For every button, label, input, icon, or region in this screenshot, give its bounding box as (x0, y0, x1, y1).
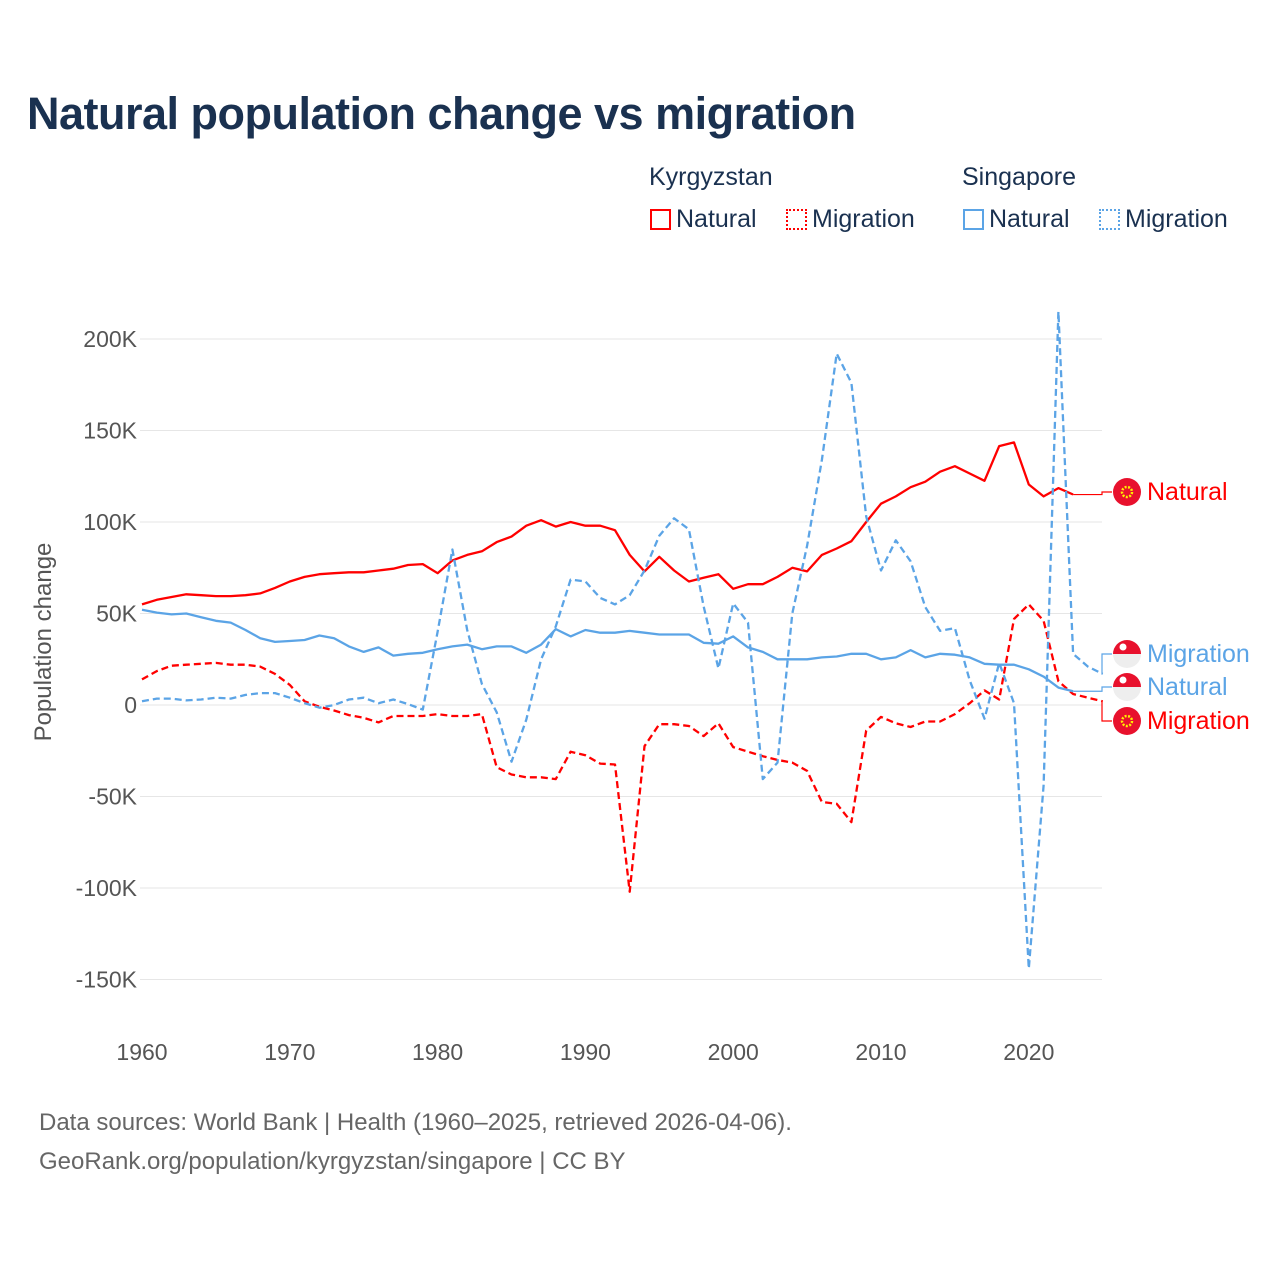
flag-red-band (1113, 640, 1141, 654)
singapore-flag-icon (1113, 673, 1141, 701)
flag-crescent (1119, 676, 1127, 684)
x-tick-label: 1980 (412, 1039, 463, 1065)
series-end-label: Natural (1147, 673, 1228, 701)
y-tick-label: 200K (83, 326, 137, 352)
label-connector (1101, 700, 1112, 722)
y-axis-label: Population change (30, 543, 57, 742)
x-tick-label: 2000 (708, 1039, 759, 1065)
flag-background (1113, 478, 1141, 506)
legend-kyrgyzstan-natural[interactable]: Natural (650, 205, 757, 234)
y-tick-label: 150K (83, 418, 137, 444)
footer-attribution: GeoRank.org/population/kyrgyzstan/singap… (39, 1148, 626, 1175)
label-connector (1101, 653, 1112, 675)
kyrgyzstan-flag-icon (1113, 707, 1141, 735)
legend-swatch-dotted-icon (786, 209, 807, 230)
kyrgyzstan-flag-icon (1113, 478, 1141, 506)
flag-white-band (1113, 687, 1141, 701)
chart-title: Natural population change vs migration (27, 88, 856, 139)
x-tick-label: 1970 (264, 1039, 315, 1065)
y-tick-label: -150K (76, 967, 138, 993)
y-tick-label: 50K (96, 601, 138, 627)
footer-sources: Data sources: World Bank | Health (1960–… (39, 1109, 792, 1136)
y-tick-label: 0 (124, 692, 137, 718)
flag-white-band (1113, 654, 1141, 668)
flag-background (1113, 707, 1141, 735)
series-end-label: Migration (1147, 640, 1250, 668)
singapore-flag-icon (1113, 640, 1141, 668)
legend-label: Natural (676, 205, 757, 233)
legend-singapore-natural[interactable]: Natural (963, 205, 1070, 234)
label-connector (1073, 491, 1112, 496)
series-end-label: Natural (1147, 478, 1228, 506)
series-line-kyrgyzstan-migration (141, 603, 1103, 893)
legend-label: Migration (812, 205, 915, 233)
legend-kyrgyzstan-migration[interactable]: Migration (786, 205, 915, 234)
series-line-kyrgyzstan-natural (141, 441, 1074, 606)
x-tick-label: 1960 (116, 1039, 167, 1065)
x-tick-label: 2010 (855, 1039, 906, 1065)
legend-label: Natural (989, 205, 1070, 233)
flag-red-band (1113, 673, 1141, 687)
x-tick-label: 1990 (560, 1039, 611, 1065)
y-tick-label: -100K (76, 875, 138, 901)
legend-swatch-solid-icon (963, 209, 984, 230)
flag-sun (1120, 485, 1134, 499)
flag-sun (1120, 714, 1134, 728)
legend-singapore-migration[interactable]: Migration (1099, 205, 1228, 234)
series-line-singapore-natural (141, 608, 1074, 693)
legend-swatch-dotted-icon (1099, 209, 1120, 230)
legend-label: Migration (1125, 205, 1228, 233)
legend-group-singapore: Singapore (962, 163, 1076, 191)
series-line-singapore-migration (141, 310, 1104, 970)
flag-crescent (1119, 643, 1127, 651)
legend-swatch-solid-icon (650, 209, 671, 230)
y-tick-label: 100K (83, 509, 137, 535)
label-connector (1073, 686, 1112, 692)
series-end-label: Migration (1147, 707, 1250, 735)
legend-group-kyrgyzstan: Kyrgyzstan (649, 163, 773, 191)
x-tick-label: 2020 (1003, 1039, 1054, 1065)
y-tick-label: -50K (88, 784, 137, 810)
